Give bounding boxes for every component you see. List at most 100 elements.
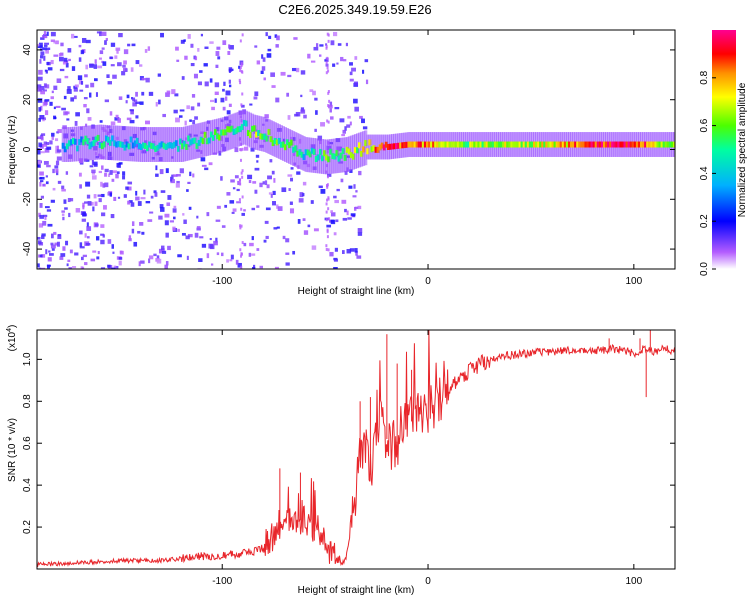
heatmap-ridge-halo — [226, 115, 230, 151]
heatmap-noise-cell — [159, 204, 164, 209]
heatmap-noise-cell — [96, 31, 102, 34]
heatmap-noise-cell — [40, 115, 44, 119]
heatmap-ridge-cell — [279, 141, 284, 148]
heatmap-ridge-cell — [160, 141, 164, 148]
heatmap-ridge-halo — [100, 124, 104, 160]
heatmap-noise-cell — [272, 190, 276, 196]
heatmap-noise-cell — [239, 178, 242, 182]
heatmap-noise-cell — [39, 171, 44, 176]
colorbar-tick-label: 0.6 — [699, 118, 710, 132]
heatmap-noise-cell — [49, 101, 53, 106]
heatmap-noise-cell — [41, 133, 46, 136]
heatmap-ridge-halo — [63, 127, 67, 162]
heatmap-noise-cell — [253, 96, 258, 100]
heatmap-ridge-cell — [491, 141, 496, 148]
heatmap-noise-cell — [215, 219, 221, 222]
heatmap-noise-cell — [238, 65, 241, 69]
heatmap-noise-cell — [128, 200, 133, 203]
heatmap-noise-cell — [155, 173, 159, 177]
heatmap-noise-cell — [184, 120, 187, 126]
heatmap-ridge-cell — [596, 141, 601, 148]
heatmap-ridge-cell — [261, 133, 265, 140]
heatmap-ridge-cell — [619, 141, 623, 148]
heatmap-noise-cell — [256, 205, 260, 208]
heatmap-ridge-cell — [469, 141, 473, 148]
heatmap-noise-cell — [261, 66, 266, 71]
heatmap-noise-cell — [78, 80, 83, 85]
heatmap-noise-cell — [165, 168, 169, 174]
heatmap-noise-cell — [313, 46, 319, 51]
heatmap-noise-cell — [43, 141, 47, 146]
heatmap-ridge-halo — [96, 124, 100, 160]
heatmap-noise-cell — [183, 219, 187, 224]
heatmap-noise-cell — [179, 109, 185, 112]
heatmap-ridge-cell — [526, 141, 531, 148]
heatmap-ridge-cell — [477, 141, 481, 148]
heatmap-noise-cell — [57, 129, 62, 133]
heatmap-noise-cell — [75, 208, 81, 213]
heatmap-noise-cell — [141, 231, 145, 235]
heatmap-ridge-cell — [563, 141, 568, 148]
heatmap-noise-cell — [172, 226, 176, 231]
heatmap-ridge-cell — [201, 138, 205, 145]
heatmap-noise-cell — [99, 120, 103, 123]
heatmap-noise-cell — [50, 31, 56, 37]
heatmap-ridge-cell — [405, 141, 409, 148]
heatmap-noise-cell — [42, 144, 48, 147]
heatmap-noise-cell — [40, 136, 44, 141]
heatmap-ridge-cell — [211, 134, 216, 141]
heatmap-noise-cell — [327, 39, 330, 43]
heatmap-ridge-cell — [329, 148, 333, 155]
heatmap-noise-cell — [61, 210, 65, 213]
heatmap-ridge-cell — [251, 125, 255, 132]
heatmap-noise-cell — [172, 174, 178, 177]
heatmap-noise-cell — [50, 59, 54, 65]
heatmap-ridge-cell — [335, 150, 339, 157]
heatmap-ridge-cell — [154, 145, 158, 152]
heatmap-noise-cell — [43, 44, 48, 47]
heatmap-noise-cell — [333, 232, 337, 236]
heatmap-noise-cell — [326, 119, 329, 123]
heatmap-noise-cell — [141, 91, 145, 96]
heatmap-noise-cell — [315, 110, 318, 115]
heatmap-noise-cell — [39, 181, 42, 187]
heatmap-ridge-halo — [154, 127, 158, 162]
heatmap-noise-cell — [85, 39, 91, 44]
heatmap-ridge-cell — [541, 141, 545, 148]
heatmap-noise-cell — [352, 195, 357, 198]
heatmap-noise-cell — [107, 173, 111, 177]
heatmap-noise-cell — [38, 42, 43, 47]
heatmap-noise-cell — [164, 264, 168, 269]
heatmap-ridge-cell — [574, 141, 578, 148]
heatmap-noise-cell — [176, 173, 181, 177]
heatmap-ridge-halo — [366, 134, 370, 160]
heatmap-noise-cell — [190, 106, 195, 111]
heatmap-noise-cell — [256, 160, 259, 163]
heatmap-noise-cell — [256, 248, 260, 251]
heatmap-noise-cell — [149, 211, 154, 214]
heatmap-ridge-cell — [627, 141, 631, 148]
heatmap-noise-cell — [114, 265, 119, 269]
heatmap-ridge-cell — [230, 125, 234, 132]
heatmap-ridge-cell — [158, 142, 162, 149]
heatmap-ridge-cell — [594, 141, 598, 148]
heatmap-noise-cell — [118, 260, 122, 266]
heatmap-ridge-halo — [364, 130, 368, 166]
heatmap-ridge-cell — [430, 141, 434, 148]
heatmap-ridge-cell — [372, 145, 376, 152]
heatmap-ridge-halo — [213, 119, 218, 154]
heatmap-ridge-cell — [629, 141, 633, 148]
heatmap-ridge-cell — [302, 154, 306, 161]
heatmap-noise-cell — [44, 216, 47, 220]
heatmap-noise-cell — [115, 173, 119, 179]
heatmap-ridge-cell — [471, 141, 475, 148]
heatmap-ridge-halo — [84, 125, 88, 161]
heatmap-noise-cell — [40, 195, 44, 199]
heatmap-noise-cell — [238, 78, 241, 82]
heatmap-ridge-cell — [121, 141, 125, 148]
heatmap-ridge-cell — [84, 135, 88, 142]
snr-frame — [36, 329, 676, 570]
snr-y-tick-label: 0.6 — [22, 436, 33, 450]
heatmap-noise-cell — [190, 43, 194, 48]
heatmap-noise-cell — [206, 212, 210, 217]
